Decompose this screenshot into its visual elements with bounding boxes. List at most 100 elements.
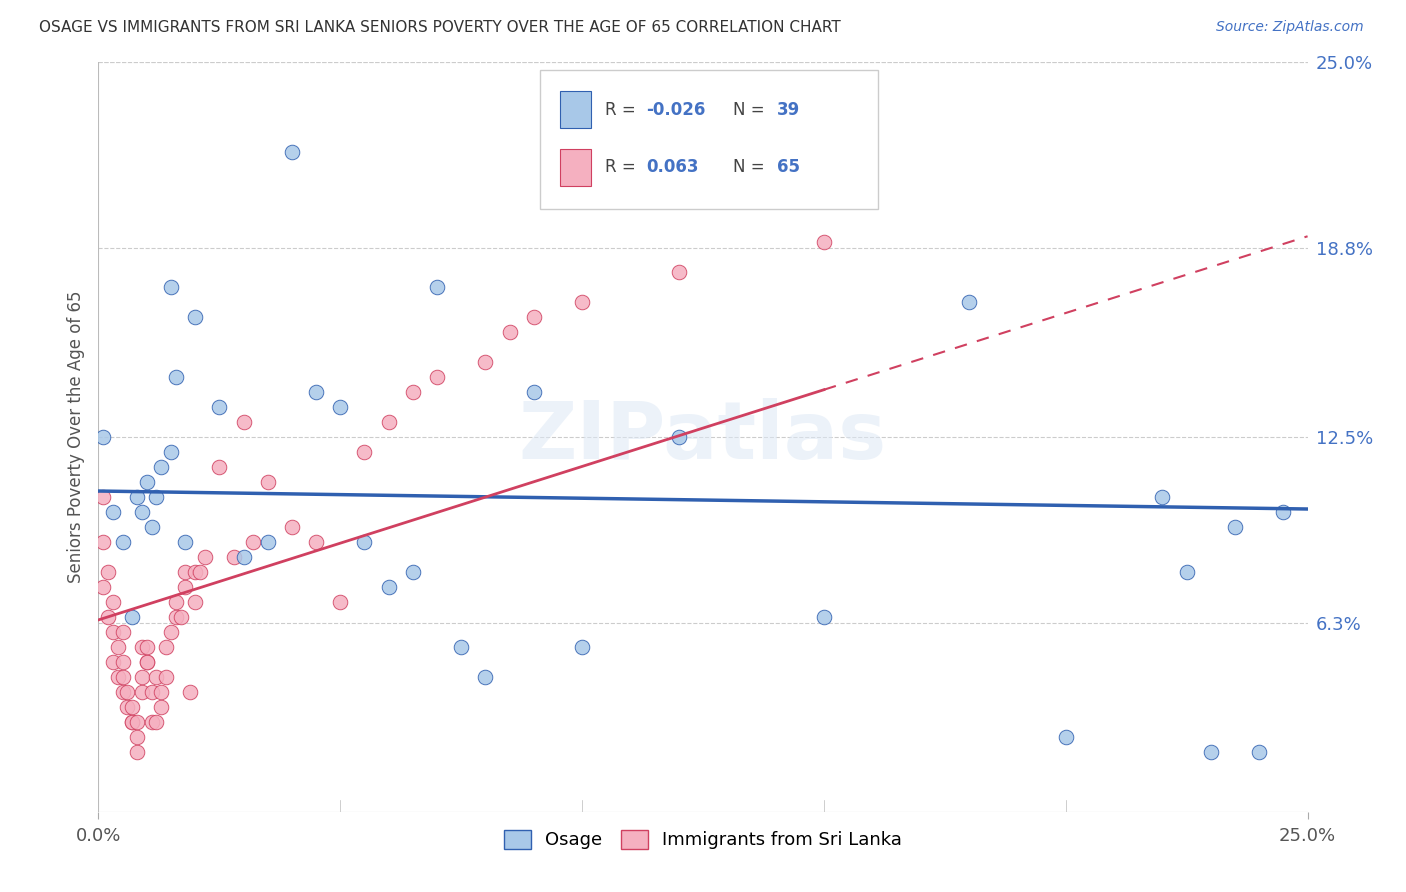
FancyBboxPatch shape xyxy=(561,91,591,128)
Point xyxy=(91,535,114,549)
Point xyxy=(160,624,183,639)
Point xyxy=(256,475,278,489)
Point xyxy=(179,685,201,699)
Legend: Osage, Immigrants from Sri Lanka: Osage, Immigrants from Sri Lanka xyxy=(496,822,910,856)
Point xyxy=(135,655,157,669)
Point xyxy=(121,714,143,729)
Point xyxy=(155,670,177,684)
Point xyxy=(305,535,328,549)
Point xyxy=(91,490,114,504)
Point xyxy=(135,655,157,669)
Point xyxy=(208,460,231,475)
Text: R =: R = xyxy=(605,101,641,119)
Point xyxy=(174,565,197,579)
Text: -0.026: -0.026 xyxy=(647,101,706,119)
Point xyxy=(91,430,114,444)
Point xyxy=(1152,490,1174,504)
FancyBboxPatch shape xyxy=(561,149,591,186)
Point xyxy=(127,714,149,729)
Text: N =: N = xyxy=(734,159,770,177)
Point xyxy=(131,670,153,684)
Point xyxy=(281,520,304,534)
Point xyxy=(101,595,124,609)
Point xyxy=(121,714,143,729)
Point xyxy=(1223,520,1246,534)
Point xyxy=(329,400,352,414)
Point xyxy=(402,565,425,579)
Point xyxy=(208,400,231,414)
Point xyxy=(111,624,134,639)
Point xyxy=(127,745,149,759)
Point xyxy=(145,670,167,684)
Point xyxy=(174,580,197,594)
Point xyxy=(232,415,254,429)
Point xyxy=(668,430,690,444)
Point xyxy=(571,295,593,310)
Point xyxy=(135,475,157,489)
Point xyxy=(1054,730,1077,744)
Point xyxy=(813,235,835,250)
Point xyxy=(329,595,352,609)
Point xyxy=(165,595,187,609)
Point xyxy=(127,730,149,744)
Point xyxy=(150,699,173,714)
Text: N =: N = xyxy=(734,101,770,119)
Point xyxy=(131,505,153,519)
Point xyxy=(107,640,129,654)
Point xyxy=(571,640,593,654)
Point xyxy=(121,699,143,714)
Point xyxy=(117,699,139,714)
Point xyxy=(111,670,134,684)
Point xyxy=(101,655,124,669)
Point xyxy=(474,355,496,369)
Point xyxy=(101,624,124,639)
Point xyxy=(188,565,211,579)
Point xyxy=(174,535,197,549)
Point xyxy=(107,670,129,684)
Point xyxy=(111,535,134,549)
Point xyxy=(353,535,375,549)
Point xyxy=(141,685,163,699)
Point xyxy=(101,505,124,519)
Point xyxy=(377,415,399,429)
Point xyxy=(1249,745,1271,759)
Point xyxy=(141,520,163,534)
Point xyxy=(127,490,149,504)
Point xyxy=(450,640,472,654)
Text: 0.063: 0.063 xyxy=(647,159,699,177)
Point xyxy=(668,265,690,279)
Point xyxy=(813,610,835,624)
Point xyxy=(111,655,134,669)
Point xyxy=(498,325,520,339)
Point xyxy=(131,685,153,699)
Point xyxy=(256,535,278,549)
Point xyxy=(184,565,207,579)
Point xyxy=(160,445,183,459)
Point xyxy=(1272,505,1295,519)
Point xyxy=(160,280,183,294)
Point xyxy=(194,549,217,564)
Point xyxy=(150,685,173,699)
Point xyxy=(523,310,546,325)
Point xyxy=(135,640,157,654)
Point xyxy=(131,640,153,654)
Point xyxy=(523,385,546,400)
Point xyxy=(242,535,264,549)
Point xyxy=(305,385,328,400)
Text: OSAGE VS IMMIGRANTS FROM SRI LANKA SENIORS POVERTY OVER THE AGE OF 65 CORRELATIO: OSAGE VS IMMIGRANTS FROM SRI LANKA SENIO… xyxy=(39,20,841,35)
Point xyxy=(184,310,207,325)
Y-axis label: Seniors Poverty Over the Age of 65: Seniors Poverty Over the Age of 65 xyxy=(66,291,84,583)
Point xyxy=(155,640,177,654)
Point xyxy=(121,610,143,624)
Point xyxy=(97,610,120,624)
Point xyxy=(97,565,120,579)
FancyBboxPatch shape xyxy=(540,70,879,209)
Point xyxy=(145,490,167,504)
Text: 39: 39 xyxy=(776,101,800,119)
Point xyxy=(141,714,163,729)
Point xyxy=(1199,745,1222,759)
Point xyxy=(145,714,167,729)
Point xyxy=(426,280,449,294)
Text: ZIPatlas: ZIPatlas xyxy=(519,398,887,476)
Point xyxy=(117,685,139,699)
